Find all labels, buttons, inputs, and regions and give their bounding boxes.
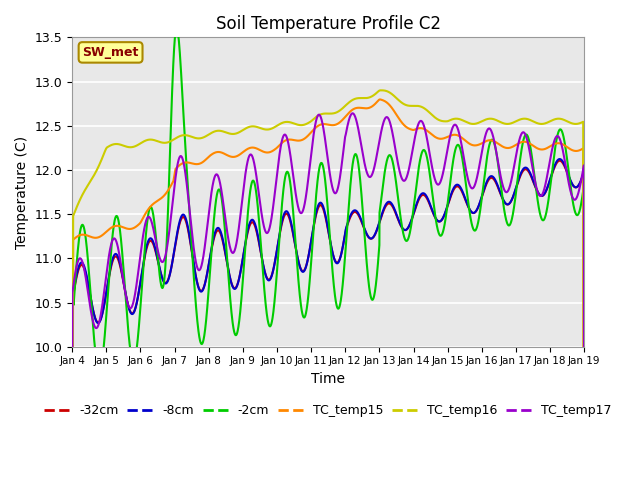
Text: SW_met: SW_met — [83, 46, 139, 59]
X-axis label: Time: Time — [311, 372, 345, 386]
Legend: -32cm, -8cm, -2cm, TC_temp15, TC_temp16, TC_temp17: -32cm, -8cm, -2cm, TC_temp15, TC_temp16,… — [39, 399, 617, 422]
Title: Soil Temperature Profile C2: Soil Temperature Profile C2 — [216, 15, 441, 33]
Y-axis label: Temperature (C): Temperature (C) — [15, 135, 29, 249]
